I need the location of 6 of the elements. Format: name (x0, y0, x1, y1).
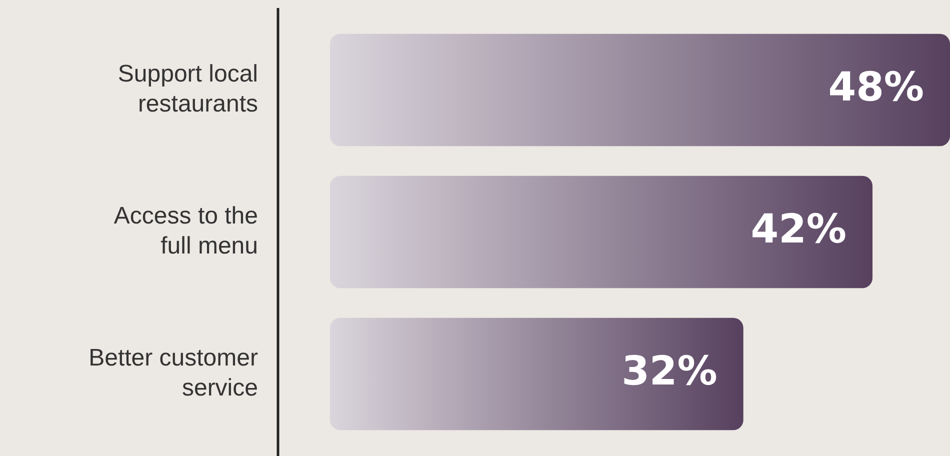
y-tick-label: Access to the full menu (114, 202, 258, 260)
data-label: 42% (750, 206, 846, 252)
data-label: 32% (622, 348, 718, 394)
data-label: 48% (828, 64, 924, 110)
y-tick-label: Support local restaurants (118, 60, 258, 118)
y-tick-label: Better customer service (88, 344, 258, 402)
